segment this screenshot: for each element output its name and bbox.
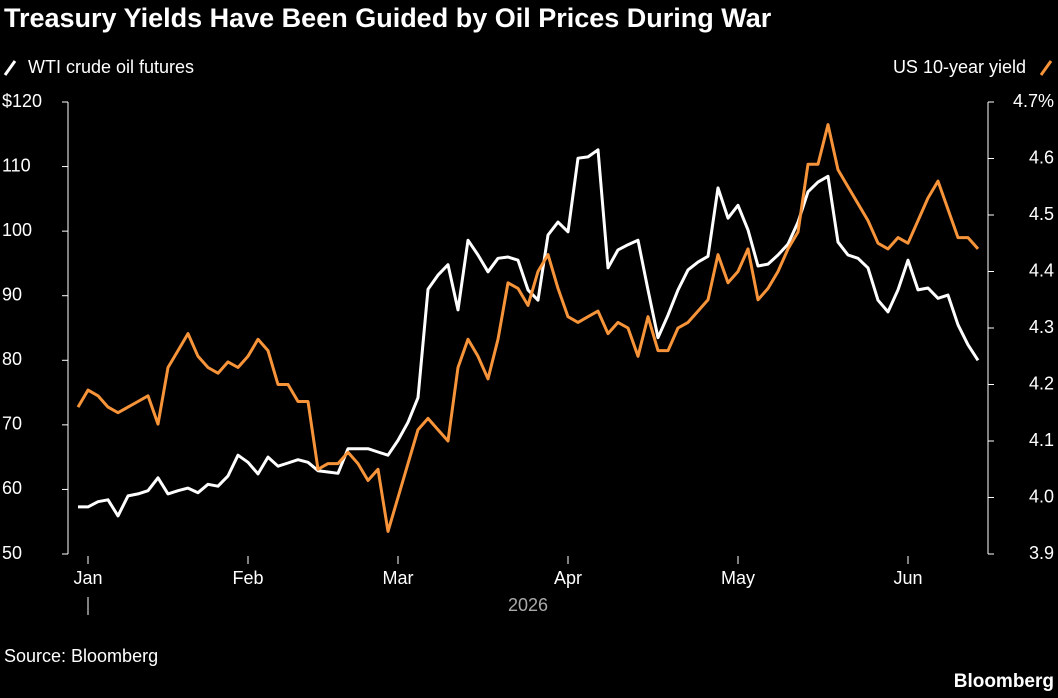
legend-swatch [3,60,17,76]
x-axis-label: 2026 [508,595,548,615]
x-tick-label: May [721,568,755,588]
y2-tick-label: 4.0 [1029,486,1054,506]
legend-swatch [1039,60,1053,76]
y2-tick-label: 4.7% [1013,91,1054,111]
brand: Bloomberg [954,671,1054,692]
y2-tick-label: 4.1 [1029,430,1054,450]
x-tick-label: Mar [383,568,414,588]
y2-tick-label: 4.2 [1029,373,1054,393]
legend-label: US 10-year yield [893,57,1026,77]
x-tick-label: Feb [232,568,263,588]
x-tick-label: Apr [554,568,582,588]
x-tick-label: Jun [893,568,922,588]
y-tick-label: 100 [2,220,32,240]
series-line [76,123,980,533]
y-tick-label: 70 [2,414,22,434]
series-line [78,148,980,518]
chart-title: Treasury Yields Have Been Guided by Oil … [4,3,772,33]
source: Source: Bloomberg [4,646,158,666]
y-tick-label: 60 [2,478,22,498]
y-tick-label: 50 [2,543,22,563]
y2-tick-label: 4.5 [1029,204,1054,224]
y2-tick-label: 4.3 [1029,317,1054,337]
y-tick-label: 80 [2,349,22,369]
y2-tick-label: 4.6 [1029,147,1054,167]
y2-tick-label: 4.4 [1029,260,1054,280]
legend-label: WTI crude oil futures [28,57,194,77]
y-tick-label: $120 [2,91,42,111]
x-tick-label: Jan [73,568,102,588]
y2-tick-label: 3.9 [1029,543,1054,563]
y-tick-label: 110 [2,155,31,175]
y-tick-label: 90 [2,284,22,304]
